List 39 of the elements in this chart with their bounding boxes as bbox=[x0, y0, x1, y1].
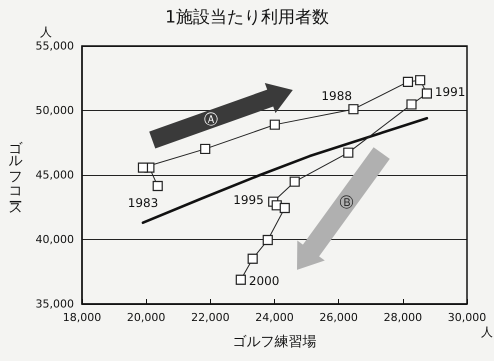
point bbox=[348, 104, 359, 114]
annotation: 1995 bbox=[233, 192, 264, 207]
chart-title: 1施設当たり利用者数 bbox=[165, 8, 329, 28]
x-tick-label: 20,000 bbox=[126, 311, 166, 324]
point bbox=[402, 76, 414, 87]
x-tick-label: 24,000 bbox=[255, 311, 294, 324]
annotation: 1991 bbox=[434, 85, 466, 100]
x-tick-label: 22,000 bbox=[191, 311, 230, 324]
y-tick-label: 45,000 bbox=[36, 168, 74, 182]
y-tick-label: 50,000 bbox=[36, 104, 74, 117]
point bbox=[236, 274, 246, 285]
y-tick-label: 55,000 bbox=[36, 40, 74, 52]
point bbox=[415, 75, 426, 86]
annotation: Ⓐ bbox=[204, 112, 218, 128]
y-tick-label: 40,000 bbox=[36, 233, 74, 246]
point bbox=[280, 202, 290, 214]
y-axis-title: ゴルフコース bbox=[6, 130, 24, 210]
x-tick-label: 28,000 bbox=[384, 311, 422, 324]
text: 人 bbox=[481, 324, 493, 341]
point bbox=[200, 144, 210, 154]
point bbox=[262, 234, 273, 246]
annotation: Ⓑ bbox=[339, 194, 354, 211]
x-axis-title: ゴルフ練習場 bbox=[232, 334, 316, 350]
point bbox=[138, 162, 148, 173]
point bbox=[270, 120, 280, 130]
x-tick-label: 26,000 bbox=[319, 311, 358, 324]
point bbox=[406, 99, 417, 110]
annotation: 1983 bbox=[128, 196, 158, 210]
point bbox=[152, 180, 163, 192]
point bbox=[422, 88, 432, 99]
text: 人 bbox=[40, 24, 52, 41]
x-tick-label: 18,000 bbox=[62, 311, 102, 324]
annotation: 1988 bbox=[321, 89, 352, 104]
point bbox=[343, 148, 354, 158]
x-tick-label: 30,000 bbox=[448, 311, 486, 324]
point bbox=[248, 254, 258, 264]
y-tick-label: 35,000 bbox=[36, 298, 74, 310]
annotation: 2000 bbox=[248, 274, 280, 288]
point bbox=[290, 176, 300, 187]
